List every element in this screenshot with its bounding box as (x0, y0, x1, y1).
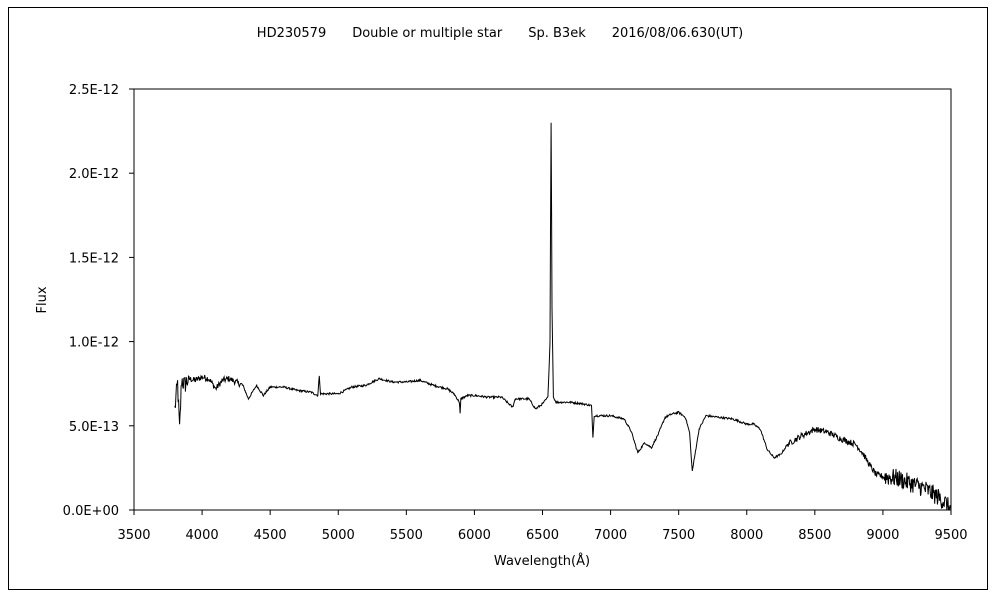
y-tick-label: 5.0E-13 (69, 420, 119, 435)
y-tick-label: 2.0E-12 (69, 167, 119, 182)
x-axis: 3500 4000 4500 5000 5500 6000 6500 7000 7500 8000… (117, 510, 968, 543)
x-tick-label: 8500 (798, 528, 831, 543)
x-tick-label: 6000 (458, 528, 491, 543)
x-tick-label: 4500 (254, 528, 287, 543)
x-tick-label: 5000 (322, 528, 355, 543)
x-tick-label: 5500 (390, 528, 423, 543)
x-tick-label: 3500 (117, 528, 150, 543)
chart-title: HD230579 Double or multiple star Sp. B3e… (257, 26, 743, 41)
x-tick-label: 7000 (594, 528, 627, 543)
x-tick-label: 7500 (662, 528, 695, 543)
chart-frame (8, 7, 988, 590)
x-tick-label: 9500 (934, 528, 967, 543)
y-axis: 0.0E+00 5.0E-13 1.0E-12 1.5E-12 2.0E-12 2.5E-… (63, 83, 134, 519)
y-tick-label: 1.0E-12 (69, 336, 119, 351)
x-tick-label: 4000 (186, 528, 219, 543)
plot-area (133, 88, 952, 511)
x-tick-label: 9000 (866, 528, 899, 543)
y-tick-label: 2.5E-12 (69, 83, 119, 98)
x-axis-title: Wavelength(Å) (494, 553, 590, 569)
x-tick-label: 8000 (730, 528, 763, 543)
x-tick-label: 6500 (526, 528, 559, 543)
y-axis-title: Flux (35, 286, 50, 313)
y-tick-label: 0.0E+00 (63, 504, 119, 519)
flux-series-line (174, 122, 952, 511)
y-tick-label: 1.5E-12 (69, 251, 119, 266)
